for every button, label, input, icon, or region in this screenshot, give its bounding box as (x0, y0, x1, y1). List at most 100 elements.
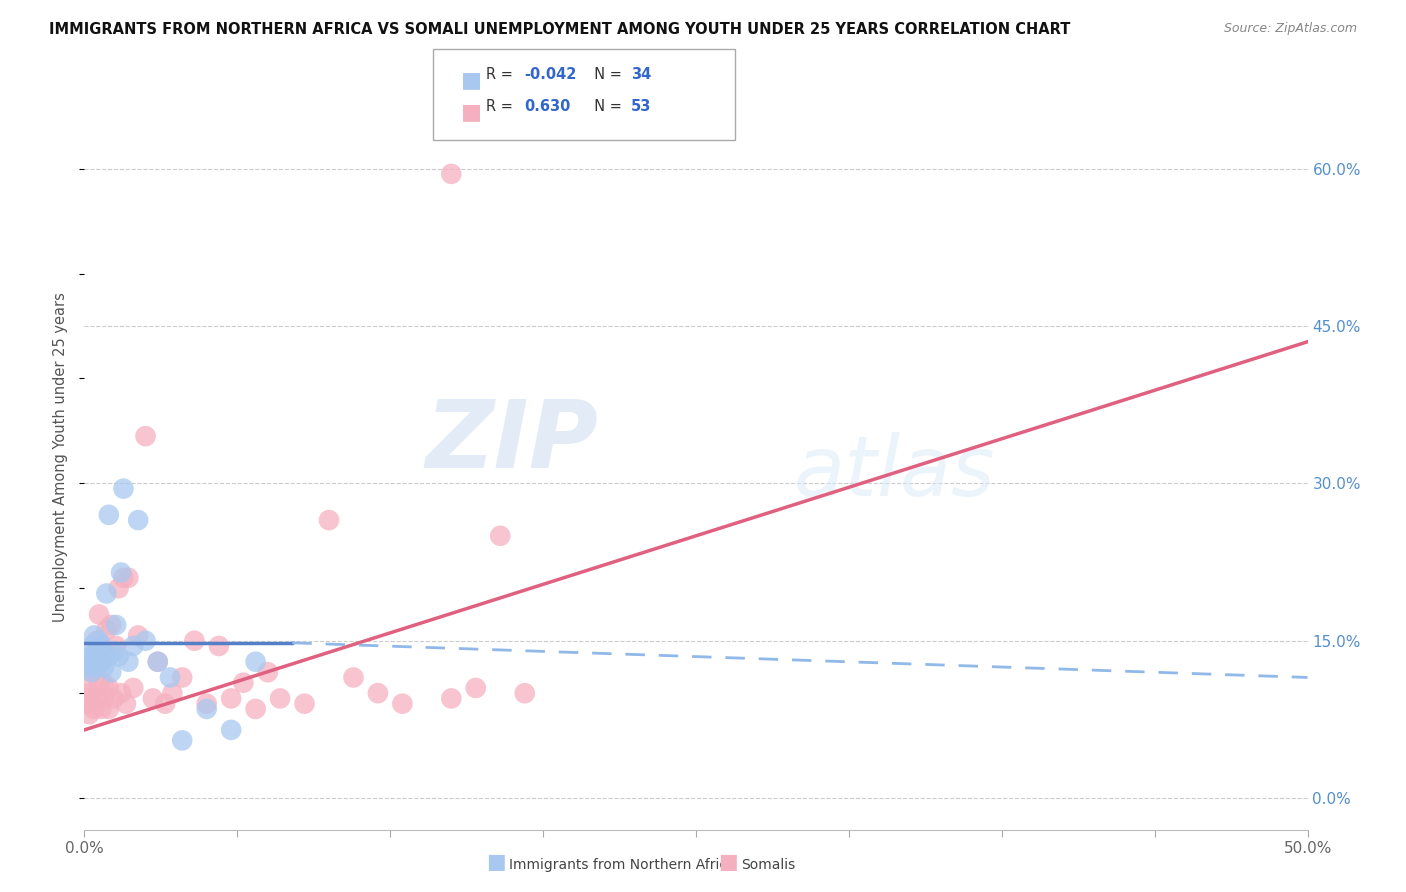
Point (97, 702, 120, 716)
Point (76, 697, 98, 711)
Point (142, 691, 165, 706)
Point (513, 686, 536, 700)
Point (115, 697, 138, 711)
Text: ■: ■ (486, 853, 506, 872)
Point (172, 733, 194, 747)
Point (83, 655, 105, 669)
Point (77, 649, 100, 664)
Point (318, 513, 340, 527)
Text: Somalis: Somalis (741, 858, 796, 872)
Point (110, 686, 132, 700)
Point (294, 697, 316, 711)
Point (83, 628, 105, 642)
Point (87, 633, 110, 648)
Text: 0.630: 0.630 (524, 99, 571, 114)
Point (195, 702, 218, 716)
Text: 34: 34 (631, 67, 651, 82)
Point (245, 702, 267, 716)
Point (87, 607, 110, 622)
Text: 53: 53 (631, 99, 651, 114)
Point (103, 691, 125, 706)
Point (135, 633, 157, 648)
Point (391, 697, 413, 711)
Point (90, 702, 112, 716)
Point (96, 624, 118, 638)
Point (80, 665, 103, 680)
Point (96, 586, 118, 600)
Point (93, 691, 115, 706)
Point (105, 618, 128, 632)
Point (105, 639, 128, 653)
Point (146, 655, 169, 669)
Point (76, 675, 98, 690)
Point (489, 529, 512, 543)
Point (159, 670, 181, 684)
Point (269, 691, 291, 706)
Point (97, 649, 120, 664)
Point (464, 681, 486, 695)
Point (100, 618, 122, 632)
Text: Source: ZipAtlas.com: Source: ZipAtlas.com (1223, 22, 1357, 36)
Point (83, 702, 105, 716)
Point (86, 660, 108, 674)
Text: N =: N = (585, 99, 627, 114)
Point (117, 571, 139, 585)
Point (93, 649, 115, 664)
Point (112, 482, 135, 496)
Point (107, 582, 129, 596)
Text: R =: R = (486, 99, 523, 114)
Point (103, 644, 125, 658)
Point (77, 686, 100, 700)
Point (93, 660, 115, 674)
Text: N =: N = (585, 67, 627, 82)
Point (219, 723, 242, 737)
Point (100, 665, 122, 680)
Point (122, 681, 145, 695)
Point (122, 639, 145, 653)
Point (80, 691, 103, 706)
Point (440, 691, 463, 706)
Point (257, 665, 280, 680)
Point (172, 670, 194, 684)
Point (195, 697, 218, 711)
Point (117, 655, 139, 669)
Point (112, 571, 135, 585)
Point (153, 697, 176, 711)
Point (135, 429, 157, 443)
Point (162, 686, 184, 700)
Point (208, 639, 231, 653)
Y-axis label: Unemployment Among Youth under 25 years: Unemployment Among Youth under 25 years (53, 293, 69, 622)
Text: ZIP: ZIP (425, 396, 598, 488)
Text: -0.042: -0.042 (524, 67, 576, 82)
Point (146, 655, 169, 669)
Text: IMMIGRANTS FROM NORTHERN AFRICA VS SOMALI UNEMPLOYMENT AMONG YOUTH UNDER 25 YEAR: IMMIGRANTS FROM NORTHERN AFRICA VS SOMAL… (49, 22, 1070, 37)
Point (76, 655, 98, 669)
Point (80, 665, 103, 680)
Point (219, 691, 242, 706)
Point (77, 660, 100, 674)
Text: Immigrants from Northern Africa: Immigrants from Northern Africa (509, 858, 735, 872)
Point (440, 167, 463, 181)
Point (183, 633, 205, 648)
Point (232, 675, 254, 690)
Point (367, 686, 389, 700)
Text: R =: R = (486, 67, 517, 82)
Point (93, 675, 115, 690)
Point (127, 628, 149, 642)
Text: atlas: atlas (794, 432, 995, 513)
Point (127, 513, 149, 527)
Point (83, 655, 105, 669)
Point (90, 655, 112, 669)
Text: ■: ■ (461, 103, 482, 122)
Point (87, 649, 110, 664)
Point (90, 655, 112, 669)
Point (86, 691, 108, 706)
Point (90, 639, 112, 653)
Point (86, 644, 108, 658)
Point (97, 681, 120, 695)
Point (245, 655, 267, 669)
Text: ■: ■ (718, 853, 738, 872)
Point (86, 633, 108, 648)
Point (80, 639, 103, 653)
Point (342, 670, 364, 684)
